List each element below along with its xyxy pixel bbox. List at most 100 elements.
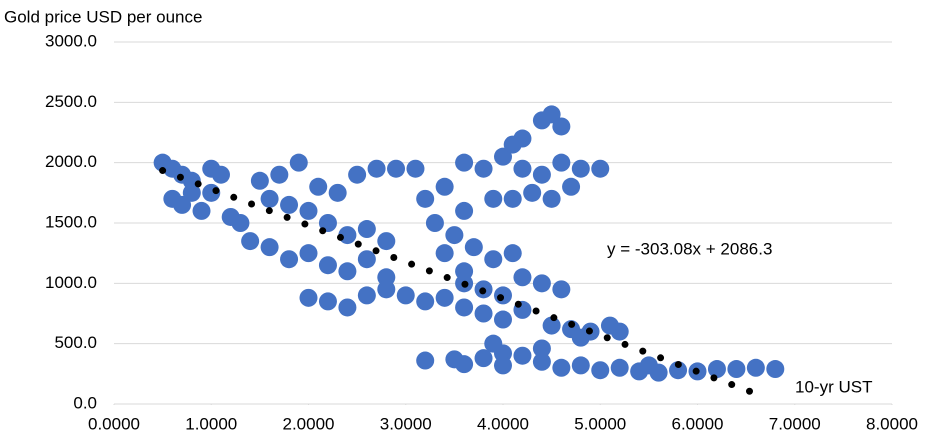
point <box>348 165 367 184</box>
x-tick-label: 1.0000 <box>185 414 237 433</box>
point <box>357 286 376 305</box>
y-tick-label: 500.0 <box>54 333 97 352</box>
point <box>494 147 512 166</box>
point <box>455 201 474 220</box>
point <box>435 244 454 263</box>
point <box>416 292 435 311</box>
x-tick-label: 0.0000 <box>88 414 140 433</box>
point <box>357 220 376 239</box>
x-tick-label: 8.0000 <box>866 414 918 433</box>
point <box>532 352 551 371</box>
point <box>552 117 571 136</box>
point <box>474 159 493 178</box>
y-tick-label: 1000.0 <box>45 273 97 292</box>
point <box>494 310 512 329</box>
point <box>532 274 551 293</box>
point <box>455 355 474 374</box>
point <box>552 358 571 377</box>
point <box>552 153 571 172</box>
point <box>503 244 522 263</box>
point <box>532 165 551 184</box>
point <box>484 250 503 269</box>
point <box>484 189 503 208</box>
point <box>484 334 503 353</box>
point <box>464 238 483 257</box>
point <box>455 298 474 317</box>
point <box>610 358 629 377</box>
point <box>610 322 629 341</box>
y-tick-label: 0.0 <box>73 393 97 412</box>
point <box>707 360 726 379</box>
point <box>513 346 532 365</box>
point <box>396 286 415 305</box>
point <box>552 280 571 299</box>
point <box>669 361 688 380</box>
point <box>639 356 658 375</box>
point <box>173 195 192 214</box>
point <box>455 153 474 172</box>
x-tick-label: 4.0000 <box>477 414 529 433</box>
trendline-equation: y = -303.08x + 2086.3 <box>607 239 772 258</box>
y-tick-label: 1500.0 <box>45 212 97 231</box>
point <box>377 232 396 251</box>
point <box>299 288 318 307</box>
point <box>377 280 396 299</box>
point <box>542 105 561 124</box>
point <box>182 183 201 202</box>
point <box>542 189 561 208</box>
point <box>591 361 610 380</box>
point <box>367 159 386 178</box>
point <box>425 214 444 232</box>
point <box>260 189 279 208</box>
point <box>445 226 464 245</box>
point <box>571 356 590 375</box>
point <box>571 328 590 347</box>
point <box>299 201 318 220</box>
point <box>387 159 406 178</box>
point <box>192 201 211 220</box>
x-tick-label: 3.0000 <box>380 414 432 433</box>
point <box>591 159 610 178</box>
point <box>202 159 221 178</box>
y-axis-label: Gold price USD per ounce <box>4 7 202 26</box>
point <box>513 268 532 287</box>
x-tick-label: 5.0000 <box>574 414 626 433</box>
point <box>503 189 522 208</box>
x-axis-label: 10-yr UST <box>795 377 872 396</box>
point <box>299 244 318 263</box>
point <box>318 292 337 311</box>
point <box>328 183 347 202</box>
point <box>766 360 785 379</box>
point <box>542 316 561 335</box>
point <box>532 339 551 358</box>
point <box>494 356 512 375</box>
y-tick-label: 2000.0 <box>45 152 97 171</box>
y-tick-label: 2500.0 <box>45 92 97 111</box>
x-tick-label: 2.0000 <box>283 414 335 433</box>
point <box>289 153 308 172</box>
point <box>571 159 590 178</box>
point <box>280 250 299 269</box>
point <box>406 159 425 178</box>
point <box>416 351 435 370</box>
point <box>746 358 765 377</box>
x-tick-label: 7.0000 <box>769 414 821 433</box>
point <box>338 298 357 317</box>
point <box>260 238 279 257</box>
point <box>474 349 493 368</box>
point <box>318 256 337 275</box>
point <box>523 183 542 202</box>
point <box>474 304 493 323</box>
point <box>231 214 250 232</box>
point <box>270 165 289 184</box>
point <box>416 189 435 208</box>
point <box>250 171 269 190</box>
point <box>513 159 532 178</box>
point <box>435 288 454 307</box>
trendline <box>159 167 765 399</box>
point <box>357 250 376 269</box>
point <box>338 262 357 281</box>
point <box>309 177 328 196</box>
point <box>562 177 581 196</box>
point <box>435 177 454 196</box>
